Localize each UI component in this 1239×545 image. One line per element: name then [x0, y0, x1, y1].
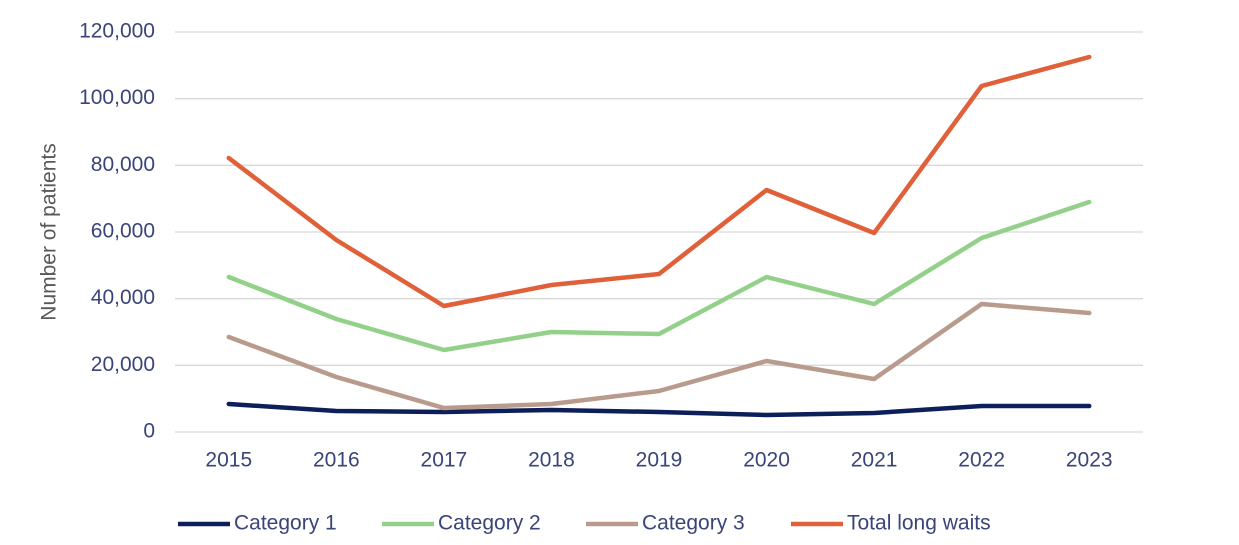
y-tick-label: 20,000: [91, 353, 155, 376]
y-tick-label: 0: [143, 420, 155, 443]
y-tick-label: 60,000: [91, 220, 155, 243]
legend-label: Category 3: [642, 512, 745, 535]
series-line: [226, 199, 1092, 353]
x-tick-label: 2015: [205, 449, 252, 472]
x-tick-label: 2016: [313, 449, 360, 472]
y-axis-title: Number of patients: [38, 143, 61, 320]
x-tick-label: 2019: [636, 449, 683, 472]
series-line: [226, 301, 1092, 411]
y-tick-label: 40,000: [91, 286, 155, 309]
legend-label: Category 2: [438, 512, 541, 535]
y-tick-label: 80,000: [91, 153, 155, 176]
legend-label: Category 1: [234, 512, 337, 535]
series-line: [226, 54, 1092, 309]
x-tick-label: 2023: [1066, 449, 1113, 472]
x-tick-label: 2018: [528, 449, 575, 472]
x-tick-label: 2017: [421, 449, 468, 472]
legend-label: Total long waits: [847, 512, 991, 535]
x-tick-label: 2022: [958, 449, 1005, 472]
x-tick-label: 2021: [851, 449, 898, 472]
x-tick-label: 2020: [743, 449, 790, 472]
y-tick-label: 100,000: [79, 86, 155, 109]
y-tick-label: 120,000: [79, 20, 155, 43]
series-line: [226, 401, 1092, 418]
